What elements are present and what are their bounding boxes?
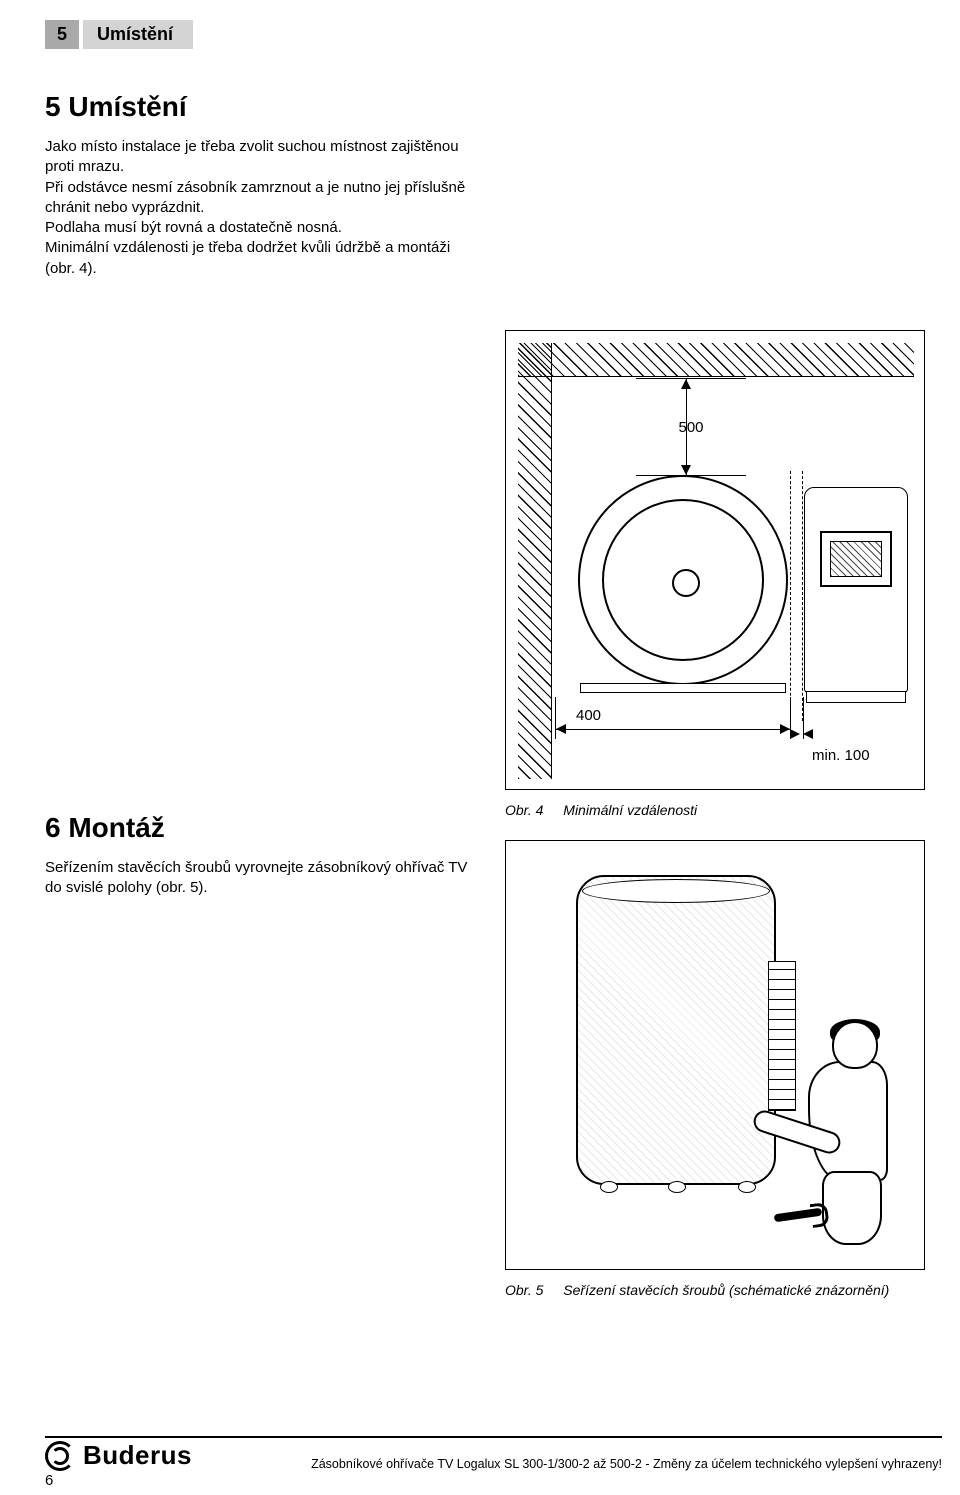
brand-swirl-icon [45,1441,75,1471]
dimension-400: 400 [576,707,601,724]
figure-ref: Obr. 4 [505,802,543,818]
dim-arrow [790,729,800,739]
brand-name: Buderus [83,1440,192,1471]
section-6-body: Seřízením stavěcích šroubů vyrovnejte zá… [45,858,475,899]
tank-base [580,683,786,693]
section-5-body: Jako místo instalace je třeba zvolit suc… [45,137,475,279]
section-5-heading: 5 Umístění [45,91,475,123]
dim-arrow [681,465,691,475]
person-adjusting [802,1021,912,1251]
dim-arrow [780,724,790,734]
dimension-min-100: min. 100 [812,747,870,764]
boiler-window [820,531,892,587]
brand-logo: Buderus [45,1440,192,1471]
dim-ext [636,378,746,379]
dashed-line [802,471,803,721]
dim-arrow [803,729,813,739]
wrench-icon [774,1208,823,1223]
heater-side [768,961,796,1111]
dim-line [556,729,790,730]
figure-caption-text: Seřízení stavěcích šroubů (schématické z… [563,1282,889,1298]
boiler-base [806,691,906,703]
section-6: 6 Montáž Seřízením stavěcích šroubů vyro… [45,790,475,899]
figure-5-caption: Obr. 5 Seřízení stavěcích šroubů (schéma… [505,1282,889,1298]
person-head [832,1021,878,1069]
figure-4: 500 400 min. 100 [505,330,925,790]
wall-vertical [518,343,552,779]
tank-foot [668,1181,686,1193]
page-footer: Buderus Zásobníkové ohřívače TV Logalux … [45,1436,942,1471]
section-number-box: 5 [45,20,79,49]
section-6-heading: 6 Montáž [45,812,475,844]
dashed-line [790,471,791,721]
footer-doc-line: Zásobníkové ohřívače TV Logalux SL 300-1… [311,1457,942,1471]
dimension-500: 500 [656,419,726,436]
dim-arrow [681,379,691,389]
tank-foot [600,1181,618,1193]
figure-5 [505,840,925,1270]
figure-4-caption: Obr. 4 Minimální vzdálenosti [505,802,697,818]
wall-horizontal [518,343,914,377]
tank-foot [738,1181,756,1193]
person-leg [822,1171,882,1245]
section-header: 5 Umístění [45,20,960,49]
person-torso [808,1061,888,1181]
boiler-front-view [804,487,908,693]
figure-caption-text: Minimální vzdálenosti [563,802,697,818]
dim-arrow [556,724,566,734]
tank-top-view [578,475,788,685]
section-title-box: Umístění [83,20,193,49]
figure-ref: Obr. 5 [505,1282,543,1298]
tank-side-view [576,875,776,1185]
